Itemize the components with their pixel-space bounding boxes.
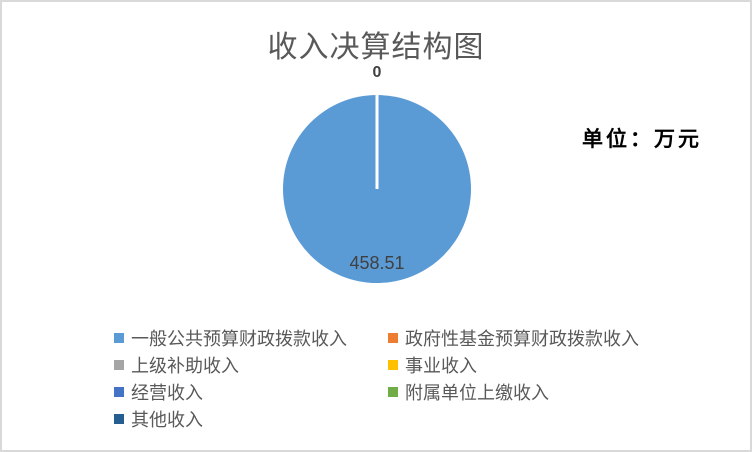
legend-swatch-icon [114,413,124,424]
legend-swatch-icon [114,332,124,343]
chart-title: 收入决算结构图 [267,31,485,64]
legend-swatch-icon [114,386,124,397]
legend-label: 上级补助收入 [131,355,239,376]
legend-item-superior-subsidy: 上级补助收入 [114,352,388,378]
legend-item-affiliated-unit-income: 附属单位上缴收入 [388,379,639,405]
legend-label: 一般公共预算财政拨款收入 [131,328,347,349]
chart-legend: 一般公共预算财政拨款收入 政府性基金预算财政拨款收入 上级补助收入 事业收入 经… [114,324,639,432]
legend-item-general-public-budget: 一般公共预算财政拨款收入 [114,325,388,351]
legend-label: 其他收入 [131,409,203,430]
legend-swatch-icon [114,359,124,370]
data-label-main: 458.51 [349,253,405,273]
legend-swatch-icon [388,386,398,397]
legend-item-government-fund-budget: 政府性基金预算财政拨款收入 [388,325,639,351]
legend-label: 事业收入 [405,355,477,376]
legend-label: 附属单位上缴收入 [405,382,549,403]
pie-chart [283,95,471,283]
legend-item-other-income: 其他收入 [114,406,388,432]
legend-swatch-icon [388,359,398,370]
legend-swatch-icon [388,332,398,343]
legend-label: 经营收入 [131,382,203,403]
data-label-zero: 0 [372,64,382,81]
legend-label: 政府性基金预算财政拨款收入 [405,328,639,349]
legend-item-operating-income: 经营收入 [114,379,388,405]
legend-item-institutional-income: 事业收入 [388,352,639,378]
unit-label: 单位：万元 [582,128,702,151]
